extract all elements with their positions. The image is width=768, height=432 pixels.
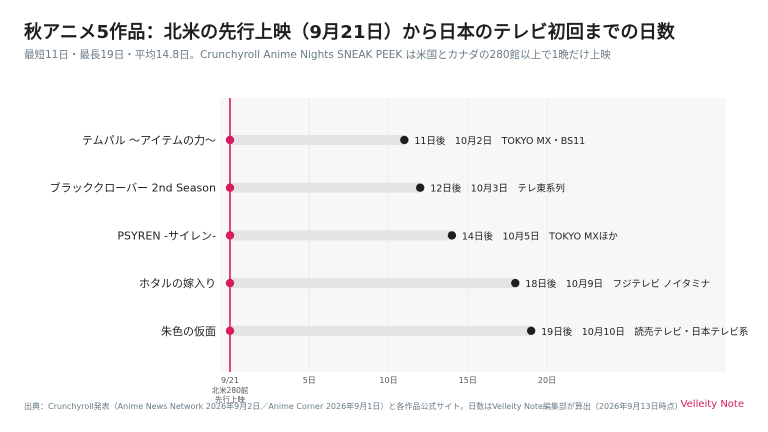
chart-subtitle: 最短11日・最長19日・平均14.8日。Crunchyroll Anime Ni… (24, 49, 611, 61)
end-dot (447, 231, 457, 240)
x-tick-label: 5日 (303, 376, 316, 385)
start-dot (225, 135, 235, 145)
data-label: 18日後 10月9日 フジテレビ ノイタミナ (525, 278, 710, 290)
data-label: 11日後 10月2日 TOKYO MX・BS11 (414, 135, 585, 147)
row-track (230, 230, 452, 241)
reference-label: 先行上映 (215, 394, 245, 404)
row-track (230, 135, 405, 145)
data-label: 14日後 10月5日 TOKYO MXほか (462, 230, 618, 242)
row-track (230, 278, 516, 289)
chart-title: 秋アニメ5作品：北米の先行上映（9月21日）から日本のテレビ初回までの日数 (24, 22, 676, 43)
source-note: 出典：Crunchyroll発表（Anime News Network 2026… (24, 402, 683, 411)
category-label: ブラッククローバー 2nd Season (50, 181, 216, 195)
row-track (230, 325, 532, 336)
category-label: ホタルの嫁入り (139, 276, 216, 290)
x-tick-label: 15日 (459, 376, 477, 385)
brand-logo-text[interactable]: Velleity Note (680, 399, 744, 410)
x-tick-label: 9/21 (221, 376, 239, 385)
end-dot (400, 135, 409, 145)
x-tick-label: 20日 (538, 376, 556, 385)
data-label: 19日後 10月10日 読売テレビ・日本テレビ系 (541, 326, 748, 338)
data-label: 12日後 10月3日 テレ東系列 (430, 183, 565, 195)
end-dot (416, 183, 425, 192)
category-label: PSYREN -サイレン- (117, 229, 216, 242)
start-dot (225, 183, 235, 192)
x-tick-label: 10日 (379, 376, 397, 385)
category-label: 朱色の仮面 (161, 324, 216, 338)
start-dot (225, 326, 235, 335)
reference-label: 北米280館 (212, 385, 249, 395)
start-dot (225, 278, 235, 288)
end-dot (526, 326, 536, 335)
end-dot (511, 278, 520, 288)
row-track (230, 182, 421, 193)
category-label: テムパル 〜アイテムの力〜 (82, 134, 216, 147)
start-dot (225, 231, 235, 240)
